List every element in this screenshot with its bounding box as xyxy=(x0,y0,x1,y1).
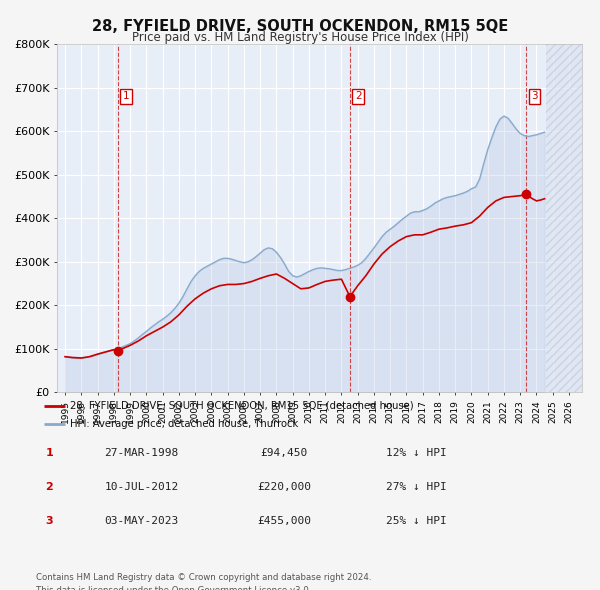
Text: 27% ↓ HPI: 27% ↓ HPI xyxy=(386,482,446,491)
Text: 3: 3 xyxy=(46,516,53,526)
Text: 28, FYFIELD DRIVE, SOUTH OCKENDON, RM15 5QE: 28, FYFIELD DRIVE, SOUTH OCKENDON, RM15 … xyxy=(92,19,508,34)
Text: 1: 1 xyxy=(46,448,53,457)
Text: 27-MAR-1998: 27-MAR-1998 xyxy=(104,448,179,457)
Text: £220,000: £220,000 xyxy=(257,482,311,491)
Text: 10-JUL-2012: 10-JUL-2012 xyxy=(104,482,179,491)
Text: 28, FYFIELD DRIVE, SOUTH OCKENDON, RM15 5QE (detached house): 28, FYFIELD DRIVE, SOUTH OCKENDON, RM15 … xyxy=(70,401,414,411)
Text: 1: 1 xyxy=(122,91,129,101)
Text: 25% ↓ HPI: 25% ↓ HPI xyxy=(386,516,446,526)
Text: £455,000: £455,000 xyxy=(257,516,311,526)
Text: 2: 2 xyxy=(355,91,361,101)
Text: 03-MAY-2023: 03-MAY-2023 xyxy=(104,516,179,526)
Text: 2: 2 xyxy=(46,482,53,491)
Text: Contains HM Land Registry data © Crown copyright and database right 2024.
This d: Contains HM Land Registry data © Crown c… xyxy=(36,573,371,590)
Text: £94,450: £94,450 xyxy=(260,448,308,457)
Text: 12% ↓ HPI: 12% ↓ HPI xyxy=(386,448,446,457)
Text: 3: 3 xyxy=(531,91,538,101)
Text: HPI: Average price, detached house, Thurrock: HPI: Average price, detached house, Thur… xyxy=(70,419,299,429)
Text: Price paid vs. HM Land Registry's House Price Index (HPI): Price paid vs. HM Land Registry's House … xyxy=(131,31,469,44)
